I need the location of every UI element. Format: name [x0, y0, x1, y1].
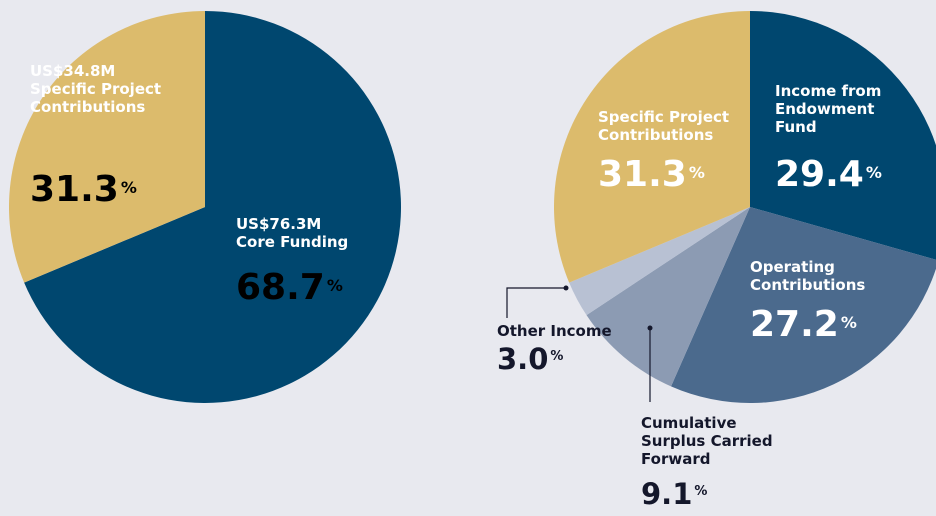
pie-slice: [569, 207, 750, 316]
percent-label: 3.0%: [497, 343, 563, 375]
unit: %: [550, 349, 564, 364]
leader-dot: [563, 285, 569, 291]
percent-label: 9.1%: [641, 478, 707, 510]
value: 68.7: [236, 267, 325, 308]
leader-dot: [647, 325, 653, 331]
unit: %: [120, 178, 137, 197]
category-label: Specific Project Contributions: [598, 108, 730, 144]
unit: %: [840, 313, 857, 332]
category-label: Other Income: [497, 322, 612, 340]
unit: %: [865, 163, 882, 182]
value: 27.2: [750, 304, 839, 345]
pie-slice: [671, 207, 936, 403]
value: 3.0: [497, 342, 549, 376]
unit: %: [694, 484, 708, 499]
category-label: Income from Endowment Fund: [775, 82, 882, 136]
pie-slice: [8, 11, 205, 283]
leader-line: [506, 287, 566, 318]
pie-slice: [750, 11, 936, 260]
percent-label: 27.2%: [750, 305, 857, 345]
percent-label: 31.3%: [598, 155, 705, 195]
value: 31.3: [598, 154, 687, 195]
pie-slice: [553, 11, 750, 283]
value: 31.3: [30, 169, 119, 210]
amount-label: US$34.8M: [30, 62, 116, 80]
pie-slice: [586, 207, 750, 387]
amount-label: US$76.3M: [236, 215, 322, 233]
percent-label: 29.4%: [775, 155, 882, 195]
unit: %: [326, 276, 343, 295]
category-label: Cumulative Surplus Carried Forward: [641, 414, 773, 468]
category-label: Core Funding: [236, 233, 349, 251]
value: 29.4: [775, 154, 864, 195]
pie-slice: [24, 11, 402, 403]
percent-label: 31.3%: [30, 170, 137, 210]
category-label: Specific Project Contributions: [30, 80, 162, 116]
percent-label: 68.7%: [236, 268, 343, 308]
category-label: Operating Contributions: [750, 258, 866, 294]
value: 9.1: [641, 477, 693, 511]
unit: %: [688, 163, 705, 182]
